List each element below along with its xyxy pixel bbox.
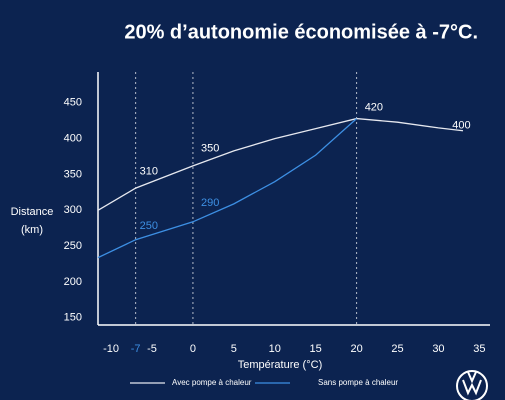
legend-label: Avec pompe à chaleur [172, 378, 252, 387]
x-tick-label: 15 [310, 343, 322, 355]
chart-title: 20% d’autonomie économisée à -7°C. [124, 21, 478, 43]
x-axis-label: Température (°C) [238, 359, 322, 371]
y-tick-label: 450 [64, 97, 82, 109]
x-tick-label: 25 [391, 343, 403, 355]
data-label: 310 [140, 166, 158, 178]
y-axis-label: Distance [11, 206, 54, 218]
y-tick-label: 300 [64, 204, 82, 216]
x-tick-label: 10 [269, 343, 281, 355]
y-tick-label: 350 [64, 168, 82, 180]
x-tick-label: 0 [190, 343, 196, 355]
x-tick-label: -5 [147, 343, 157, 355]
legend-label: Sans pompe à chaleur [318, 378, 398, 387]
y-tick-label: 200 [64, 276, 82, 288]
x-tick-label: 20 [350, 343, 362, 355]
y-axis-label: (km) [21, 224, 43, 236]
data-label: 400 [452, 120, 470, 132]
data-label: 290 [201, 197, 219, 209]
data-label: 420 [365, 102, 383, 114]
y-tick-label: 250 [64, 240, 82, 252]
y-tick-label: 400 [64, 133, 82, 145]
series-line [97, 118, 358, 259]
y-tick-label: 150 [64, 312, 82, 324]
x-tick-label: 35 [473, 343, 485, 355]
x-tick-label: 30 [432, 343, 444, 355]
x-tick-label: -7 [131, 343, 141, 355]
series-line [97, 117, 464, 211]
x-tick-label: -10 [103, 343, 119, 355]
data-label: 250 [140, 220, 158, 232]
data-label: 350 [201, 143, 219, 155]
vw-logo [456, 370, 488, 400]
x-tick-label: 5 [231, 343, 237, 355]
